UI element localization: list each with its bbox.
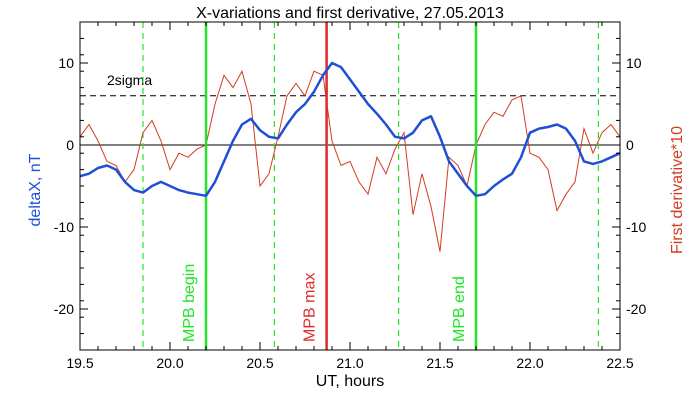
x-tick-label: 20.0 [156,355,183,371]
plot-area: 2sigma MPB begin MPB max MPB end [79,22,621,350]
mpb-max-label: MPB max [302,273,319,342]
y-left-tick-label: -10 [54,219,74,235]
y-right-tick-label: 0 [626,137,634,153]
threshold-label: 2sigma [107,72,152,88]
mpb-end-label: MPB end [451,276,468,342]
y-left-tick-label: -20 [54,301,74,317]
x-tick-label: 19.5 [66,355,93,371]
x-tick-label: 21.5 [426,355,453,371]
y-right-tick-label: -10 [626,219,646,235]
x-tick-label: 22.5 [606,355,633,371]
y-right-tick-label: 10 [626,55,642,71]
mpb-begin-label: MPB begin [181,264,198,342]
x-tick-label: 21.0 [336,355,363,371]
x-tick-label: 22.0 [516,355,543,371]
y-left-tick-label: 0 [66,137,74,153]
y-axis-label-left: deltaX, nT [27,153,44,226]
x-tick-label: 20.5 [246,355,273,371]
y-axis-left: 10 0 -10 -20 [54,21,88,351]
x-axis: 19.5 20.0 20.5 21.0 21.5 22.0 22.5 [66,22,634,371]
y-axis-label-right: First derivative*10 [669,126,686,254]
y-left-tick-label: 10 [58,55,74,71]
chart-title: X-variations and first derivative, 27.05… [196,5,504,22]
y-right-tick-label: -20 [626,301,646,317]
plot-frame [79,21,621,351]
x-axis-label: UT, hours [316,373,384,390]
derivative-series-line [79,69,621,252]
deltax-series-line [79,61,621,198]
y-axis-right: 10 0 -10 -20 [612,21,646,351]
